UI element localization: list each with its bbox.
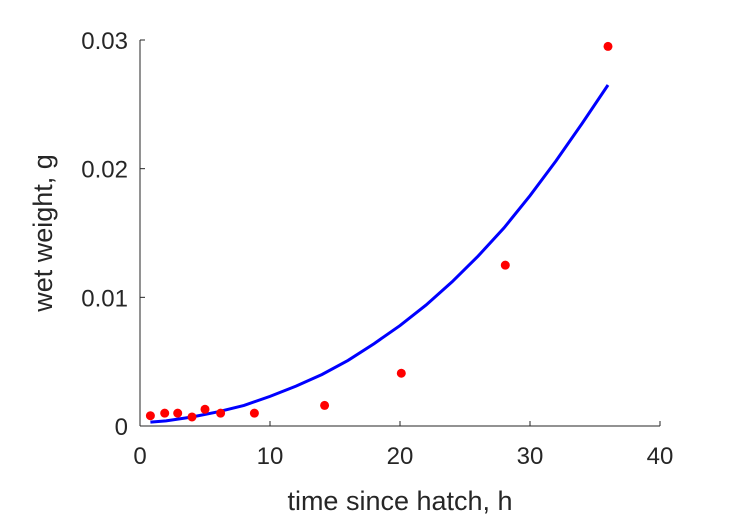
x-tick-label: 40 bbox=[647, 443, 674, 470]
data-point bbox=[603, 41, 613, 51]
y-tick-label: 0 bbox=[115, 414, 128, 441]
y-axis-label: wet weight, g bbox=[28, 154, 58, 313]
data-point bbox=[396, 368, 406, 378]
data-point bbox=[173, 408, 183, 418]
data-point bbox=[187, 412, 197, 422]
fit-curve-layer bbox=[150, 84, 610, 424]
data-point bbox=[200, 404, 210, 414]
data-points-layer bbox=[145, 41, 613, 422]
x-tick-label: 0 bbox=[133, 443, 146, 470]
data-point bbox=[160, 408, 170, 418]
data-point bbox=[145, 411, 155, 421]
data-point bbox=[500, 260, 510, 270]
data-point bbox=[320, 400, 330, 410]
data-point bbox=[249, 408, 259, 418]
axes: 0 10 20 30 40 0 0.01 0.02 0.03 bbox=[81, 28, 673, 470]
y-tick-label: 0.03 bbox=[81, 28, 128, 55]
x-axis-label: time since hatch, h bbox=[287, 486, 512, 516]
y-tick-label: 0.02 bbox=[81, 157, 128, 184]
y-tick-label: 0.01 bbox=[81, 285, 128, 312]
data-point bbox=[216, 408, 226, 418]
x-tick-label: 20 bbox=[387, 443, 414, 470]
fit-curve bbox=[150, 84, 610, 424]
x-tick-label: 10 bbox=[257, 443, 284, 470]
x-tick-label: 30 bbox=[517, 443, 544, 470]
